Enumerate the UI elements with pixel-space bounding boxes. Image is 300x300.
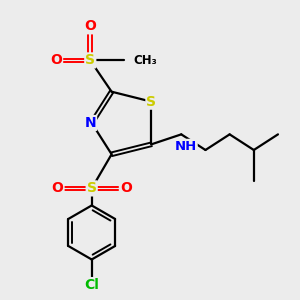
Text: N: N <box>85 116 96 130</box>
Text: S: S <box>146 95 156 109</box>
Text: O: O <box>50 53 62 68</box>
Text: CH₃: CH₃ <box>133 54 157 67</box>
Text: Cl: Cl <box>84 278 99 292</box>
Text: S: S <box>85 53 95 68</box>
Text: O: O <box>120 182 132 195</box>
Text: O: O <box>84 19 96 33</box>
Text: S: S <box>87 182 97 195</box>
Text: NH: NH <box>174 140 197 153</box>
Text: O: O <box>52 182 64 195</box>
